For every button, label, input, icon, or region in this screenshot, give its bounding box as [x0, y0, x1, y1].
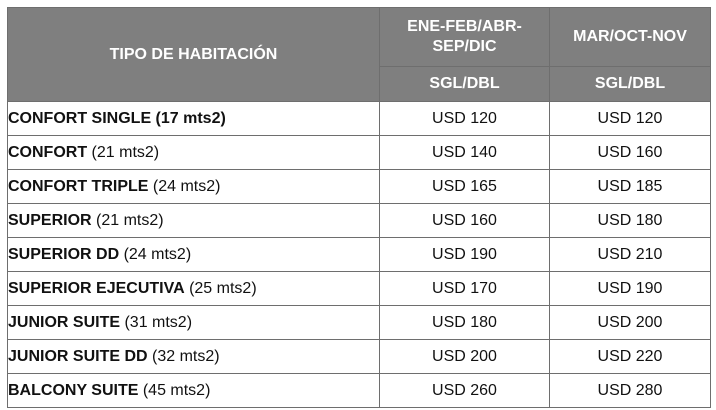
room-type-cell: JUNIOR SUITE DD (32 mts2) [7, 339, 380, 374]
season-1-price: USD 160 [379, 203, 550, 238]
table-row: CONFORT (21 mts2) USD 140 USD 160 [7, 135, 711, 170]
table-row: BALCONY SUITE (45 mts2) USD 260 USD 280 [7, 373, 711, 408]
season-2-occupancy-header: SGL/DBL [549, 66, 711, 102]
room-rates-table: TIPO DE HABITACIÓN ENE-FEB/ABR-SEP/DIC M… [7, 7, 711, 408]
table-row: SUPERIOR (21 mts2) USD 160 USD 180 [7, 203, 711, 238]
table-row: SUPERIOR EJECUTIVA (25 mts2) USD 170 USD… [7, 271, 711, 306]
room-name: SUPERIOR [8, 211, 92, 229]
season-2-price: USD 190 [549, 271, 711, 306]
season-2-price: USD 120 [549, 101, 711, 136]
room-size: (24 mts2) [119, 245, 192, 263]
season-1-price: USD 190 [379, 237, 550, 272]
room-size: (21 mts2) [87, 143, 160, 161]
room-type-cell: SUPERIOR DD (24 mts2) [7, 237, 380, 272]
room-type-cell: CONFORT (21 mts2) [7, 135, 380, 170]
season-2-price: USD 160 [549, 135, 711, 170]
season-2-price: USD 210 [549, 237, 711, 272]
room-name: CONFORT SINGLE (17 mts2) [8, 109, 226, 127]
season-1-header: ENE-FEB/ABR-SEP/DIC [379, 7, 550, 67]
season-2-price: USD 200 [549, 305, 711, 340]
room-name: JUNIOR SUITE DD [8, 347, 148, 365]
room-size: (21 mts2) [91, 211, 164, 229]
season-1-price: USD 180 [379, 305, 550, 340]
room-type-cell: CONFORT SINGLE (17 mts2) [7, 101, 380, 136]
table-row: JUNIOR SUITE (31 mts2) USD 180 USD 200 [7, 305, 711, 340]
room-size: (25 mts2) [184, 279, 257, 297]
room-name: BALCONY SUITE [8, 381, 139, 399]
room-type-cell: SUPERIOR (21 mts2) [7, 203, 380, 238]
season-2-price: USD 185 [549, 169, 711, 204]
room-name: CONFORT [8, 143, 88, 161]
season-2-price: USD 180 [549, 203, 711, 238]
room-type-cell: JUNIOR SUITE (31 mts2) [7, 305, 380, 340]
room-type-cell: SUPERIOR EJECUTIVA (25 mts2) [7, 271, 380, 306]
room-type-header: TIPO DE HABITACIÓN [7, 7, 380, 102]
table-row: CONFORT TRIPLE (24 mts2) USD 165 USD 185 [7, 169, 711, 204]
room-name: SUPERIOR EJECUTIVA [8, 279, 185, 297]
table-row: SUPERIOR DD (24 mts2) USD 190 USD 210 [7, 237, 711, 272]
season-1-price: USD 170 [379, 271, 550, 306]
room-type-cell: CONFORT TRIPLE (24 mts2) [7, 169, 380, 204]
room-rates-body: CONFORT SINGLE (17 mts2) USD 120 USD 120… [7, 101, 711, 408]
season-1-price: USD 165 [379, 169, 550, 204]
room-size: (32 mts2) [147, 347, 220, 365]
room-type-cell: BALCONY SUITE (45 mts2) [7, 373, 380, 408]
room-size: (45 mts2) [138, 381, 211, 399]
room-name: CONFORT TRIPLE [8, 177, 149, 195]
season-1-price: USD 140 [379, 135, 550, 170]
room-name: JUNIOR SUITE [8, 313, 121, 331]
room-name: SUPERIOR DD [8, 245, 120, 263]
season-1-price: USD 260 [379, 373, 550, 408]
season-1-price: USD 120 [379, 101, 550, 136]
table-row: JUNIOR SUITE DD (32 mts2) USD 200 USD 22… [7, 339, 711, 374]
season-2-price: USD 220 [549, 339, 711, 374]
season-1-price: USD 200 [379, 339, 550, 374]
season-1-occupancy-header: SGL/DBL [379, 66, 550, 102]
season-2-header: MAR/OCT-NOV [549, 7, 711, 67]
season-2-price: USD 280 [549, 373, 711, 408]
table-row: CONFORT SINGLE (17 mts2) USD 120 USD 120 [7, 101, 711, 136]
room-size: (31 mts2) [120, 313, 193, 331]
room-size: (24 mts2) [148, 177, 221, 195]
